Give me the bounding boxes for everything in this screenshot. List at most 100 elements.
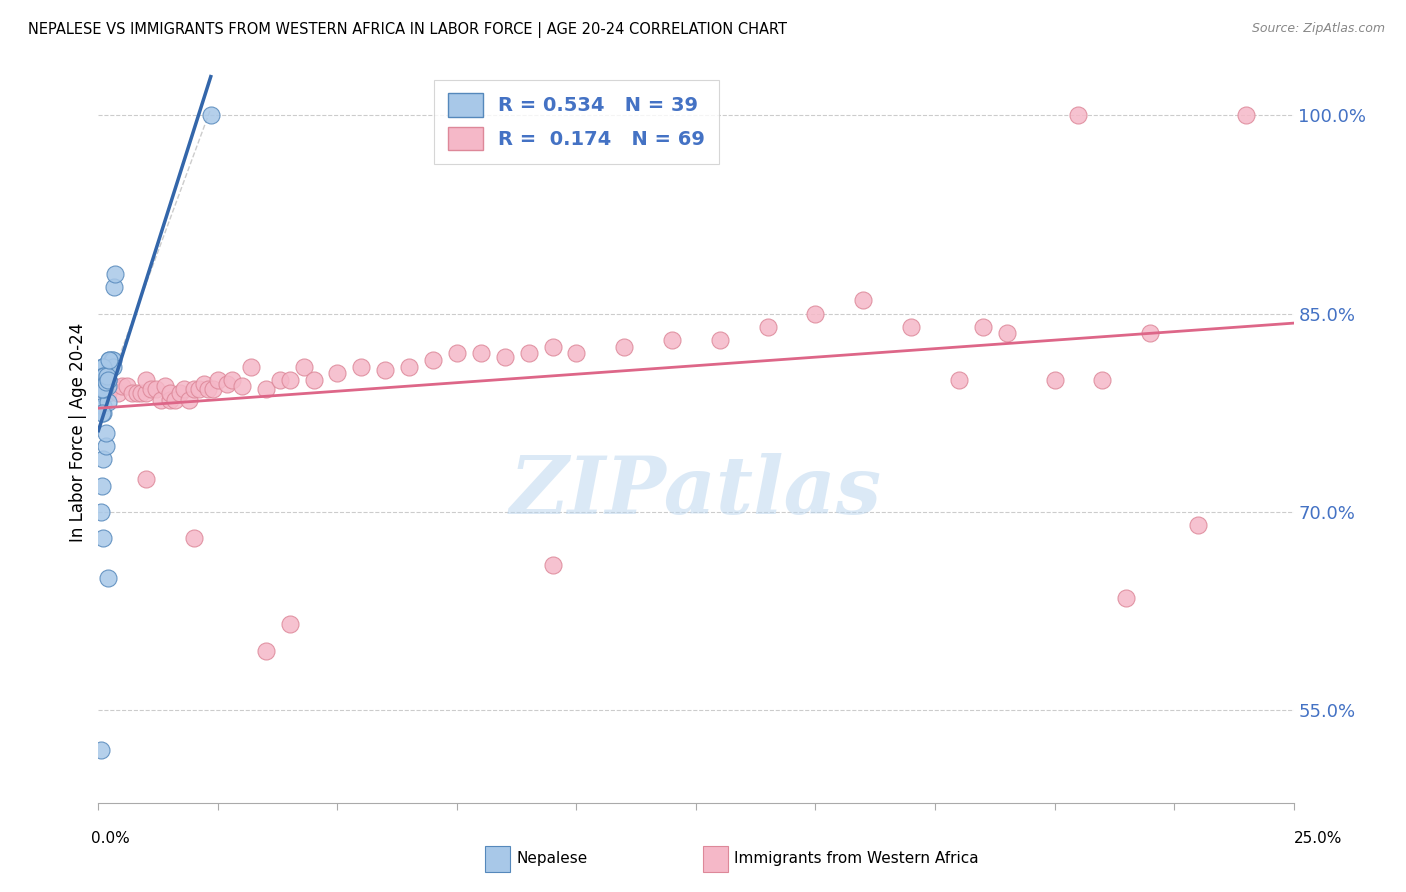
Point (96, 373, 118, 387)
Point (97, 379, 120, 393)
Point (135, 386, 157, 401)
Point (852, 293, 875, 308)
Point (1091, 373, 1114, 387)
Point (494, 351, 516, 365)
Point (91, 452, 114, 467)
Point (541, 558, 564, 572)
Point (202, 382, 225, 396)
Point (101, 352, 124, 367)
Point (900, 319, 922, 334)
Point (422, 352, 444, 367)
Point (90, 386, 112, 401)
Point (159, 386, 181, 401)
Point (91, 399, 114, 413)
Text: Immigrants from Western Africa: Immigrants from Western Africa (734, 852, 979, 866)
Point (93, 368, 115, 383)
Point (90, 743, 112, 757)
Point (995, 326, 1018, 341)
Point (135, 472, 157, 486)
Point (173, 382, 195, 396)
Point (269, 373, 291, 387)
Legend: R = 0.534   N = 39, R =  0.174   N = 69: R = 0.534 N = 39, R = 0.174 N = 69 (434, 79, 718, 164)
Point (613, 340, 636, 354)
Point (187, 382, 209, 396)
Point (91, 373, 114, 387)
Point (1139, 326, 1161, 341)
Point (91, 359, 114, 374)
Point (163, 392, 186, 407)
Point (91, 406, 114, 420)
Point (326, 366, 349, 380)
Point (948, 373, 970, 387)
Point (96, 368, 118, 383)
Point (97, 373, 120, 387)
Point (91, 406, 114, 420)
Point (97, 571, 120, 585)
Point (302, 373, 325, 387)
Point (103, 280, 125, 294)
Text: Nepalese: Nepalese (516, 852, 588, 866)
Point (94, 425, 117, 440)
Point (565, 346, 588, 360)
Point (804, 307, 827, 321)
Point (91, 379, 114, 393)
Point (91, 532, 114, 546)
Point (91, 368, 114, 383)
Point (159, 392, 181, 407)
Point (94, 439, 117, 453)
Point (1115, 591, 1137, 605)
Point (350, 359, 373, 374)
Point (169, 386, 191, 401)
Point (197, 382, 219, 396)
Point (470, 346, 492, 360)
Point (94, 366, 117, 380)
Point (135, 373, 157, 387)
Point (1234, 108, 1257, 122)
Text: ZIPatlas: ZIPatlas (510, 453, 882, 531)
Text: NEPALESE VS IMMIGRANTS FROM WESTERN AFRICA IN LABOR FORCE | AGE 20-24 CORRELATIO: NEPALESE VS IMMIGRANTS FROM WESTERN AFRI… (28, 22, 787, 38)
Point (183, 532, 205, 546)
Point (292, 359, 315, 374)
Point (254, 382, 277, 396)
Point (179, 392, 201, 407)
Point (125, 386, 148, 401)
Point (374, 363, 396, 377)
Point (217, 376, 239, 391)
Point (131, 386, 153, 401)
Point (661, 333, 683, 347)
Point (155, 379, 177, 393)
Point (278, 617, 301, 632)
Point (107, 386, 129, 401)
Point (97, 352, 120, 367)
Text: 25.0%: 25.0% (1295, 831, 1343, 847)
Point (94, 373, 117, 387)
Point (104, 267, 127, 281)
Point (97, 386, 120, 401)
Point (231, 379, 253, 393)
Point (101, 379, 124, 393)
Point (149, 392, 172, 407)
Point (972, 319, 994, 334)
Point (541, 340, 564, 354)
Point (97, 395, 120, 409)
Point (139, 382, 162, 396)
Text: Source: ZipAtlas.com: Source: ZipAtlas.com (1251, 22, 1385, 36)
Point (446, 346, 468, 360)
Point (97, 373, 120, 387)
Point (111, 379, 134, 393)
Point (91, 478, 114, 492)
Text: 0.0%: 0.0% (91, 831, 131, 847)
Point (1067, 108, 1090, 122)
Point (98, 352, 121, 367)
Point (98, 362, 122, 376)
Point (91, 386, 114, 401)
Point (221, 373, 243, 387)
Point (1187, 518, 1209, 533)
Point (91, 382, 114, 396)
Point (94, 376, 117, 390)
Point (193, 376, 215, 391)
Point (115, 379, 138, 393)
Point (207, 373, 229, 387)
Point (145, 382, 167, 396)
Point (101, 352, 124, 367)
